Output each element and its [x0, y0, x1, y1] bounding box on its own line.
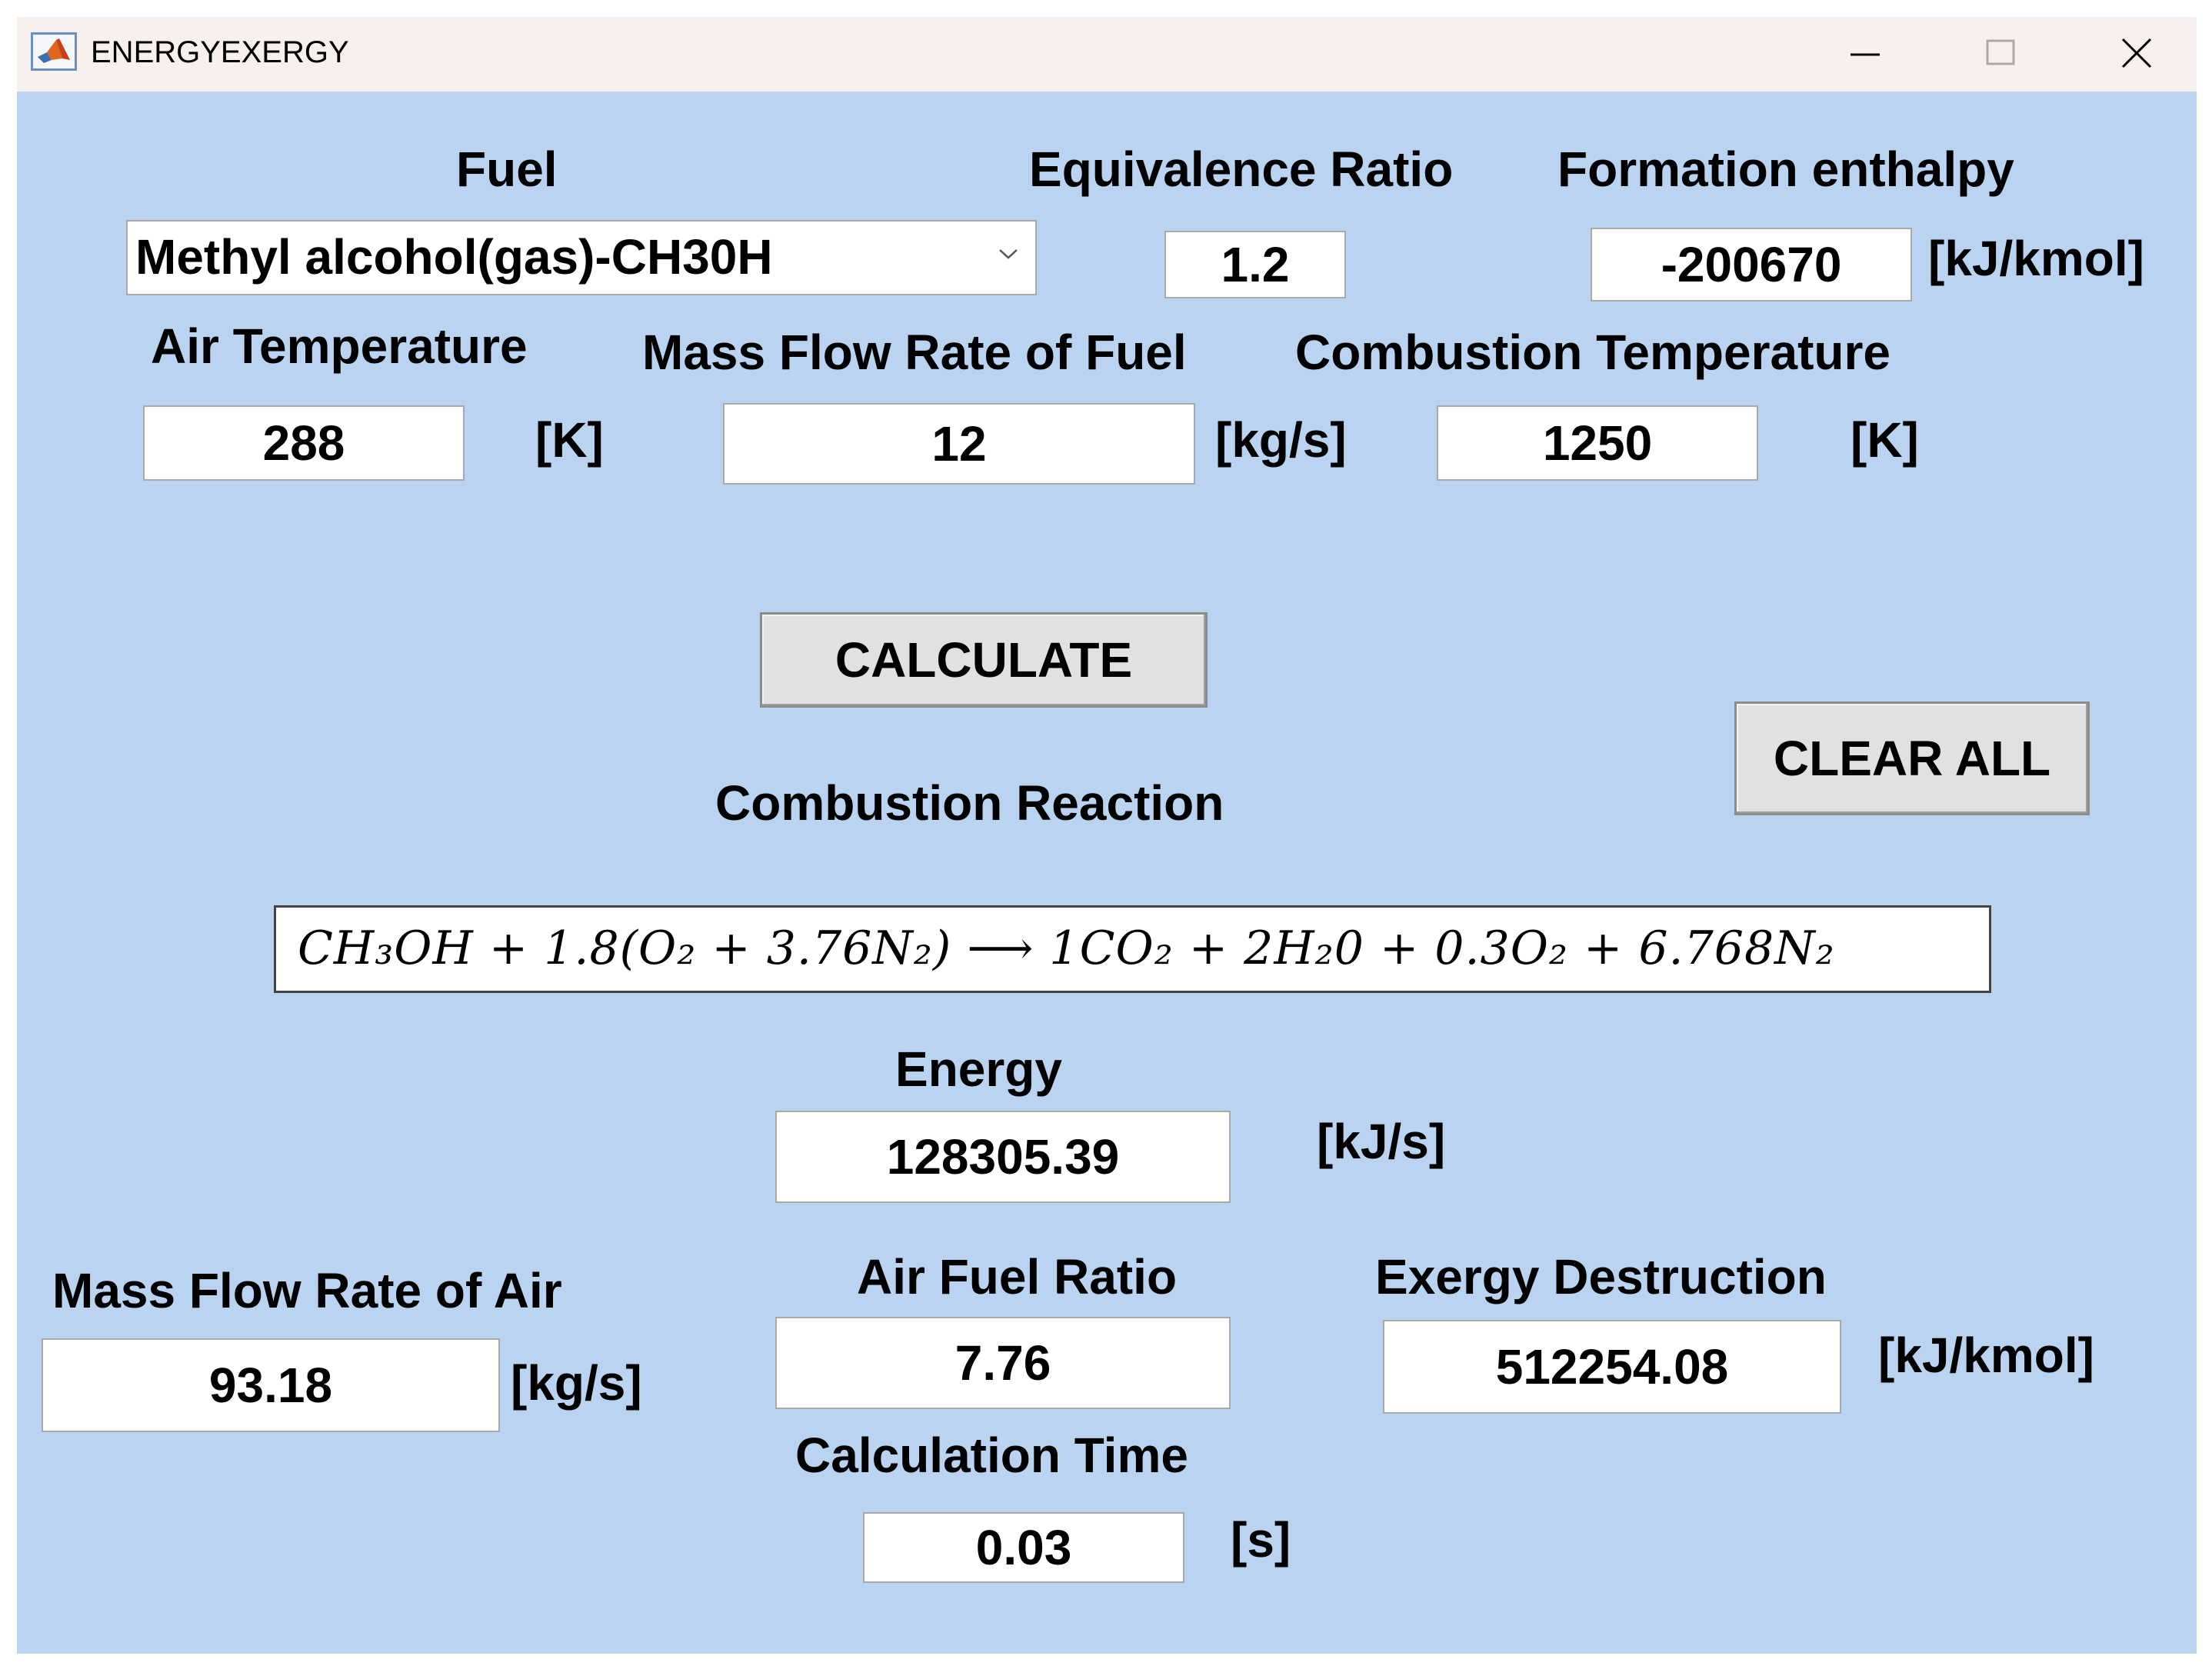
- air-fuel-ratio-output: 7.76: [775, 1317, 1231, 1409]
- maximize-button[interactable]: [1935, 17, 2066, 92]
- clear-all-button[interactable]: CLEAR ALL: [1734, 701, 2090, 815]
- combustion-temperature-input[interactable]: 1250: [1437, 405, 1758, 481]
- combustion-temperature-unit: [K]: [1851, 412, 1919, 468]
- mass-flow-air-label: Mass Flow Rate of Air: [52, 1263, 562, 1318]
- app-window: ENERGYEXERGY Fuel Equivalence Ratio Form…: [17, 17, 2197, 1654]
- equivalence-ratio-input[interactable]: 1.2: [1164, 231, 1346, 298]
- chevron-down-icon: [999, 249, 1018, 259]
- mass-flow-fuel-label: Mass Flow Rate of Fuel: [642, 325, 1187, 380]
- mass-flow-fuel-unit: [kg/s]: [1215, 412, 1347, 468]
- formation-enthalpy-input[interactable]: -200670: [1591, 228, 1912, 302]
- air-fuel-ratio-label: Air Fuel Ratio: [857, 1249, 1178, 1304]
- calculation-time-output: 0.03: [863, 1512, 1184, 1583]
- air-temperature-unit: [K]: [535, 412, 604, 468]
- calculate-button[interactable]: CALCULATE: [760, 612, 1208, 708]
- minimize-button[interactable]: [1800, 17, 1931, 92]
- fuel-dropdown[interactable]: Methyl alcohol(gas)-CH30H: [126, 220, 1037, 295]
- calculation-time-label: Calculation Time: [795, 1428, 1188, 1483]
- mass-flow-fuel-input[interactable]: 12: [723, 403, 1195, 485]
- exergy-destruction-unit: [kJ/kmol]: [1878, 1328, 2094, 1383]
- air-temperature-label: Air Temperature: [151, 318, 528, 374]
- window-title: ENERGYEXERGY: [91, 35, 349, 69]
- combustion-reaction-label: Combustion Reaction: [715, 775, 1224, 831]
- title-bar: ENERGYEXERGY: [17, 17, 2197, 92]
- air-temperature-input[interactable]: 288: [143, 405, 465, 481]
- energy-label: Energy: [895, 1041, 1062, 1097]
- energy-unit: [kJ/s]: [1317, 1114, 1446, 1169]
- exergy-destruction-output: 512254.08: [1383, 1320, 1841, 1414]
- close-button[interactable]: [2070, 17, 2201, 92]
- minimize-icon: [1851, 53, 1880, 56]
- fuel-label: Fuel: [456, 142, 558, 197]
- reaction-equation: CH₃OH + 1.8(O₂ + 3.76N₂) ⟶ 1CO₂ + 2H₂0 +…: [298, 921, 1835, 975]
- calculation-time-unit: [s]: [1231, 1512, 1291, 1568]
- matlab-icon: [31, 32, 77, 71]
- reaction-display: CH₃OH + 1.8(O₂ + 3.76N₂) ⟶ 1CO₂ + 2H₂0 +…: [274, 905, 1991, 993]
- combustion-temperature-label: Combustion Temperature: [1295, 325, 1891, 380]
- fuel-dropdown-value: Methyl alcohol(gas)-CH30H: [135, 229, 773, 285]
- exergy-destruction-label: Exergy Destruction: [1375, 1249, 1827, 1304]
- formation-enthalpy-label: Formation enthalpy: [1557, 142, 2014, 197]
- close-icon: [2121, 38, 2152, 68]
- maximize-icon: [1986, 39, 2015, 65]
- formation-enthalpy-unit: [kJ/kmol]: [1928, 231, 2144, 286]
- mass-flow-air-output: 93.18: [42, 1338, 500, 1432]
- mass-flow-air-unit: [kg/s]: [511, 1355, 642, 1411]
- equivalence-ratio-label: Equivalence Ratio: [1029, 142, 1454, 197]
- energy-output: 128305.39: [775, 1111, 1231, 1203]
